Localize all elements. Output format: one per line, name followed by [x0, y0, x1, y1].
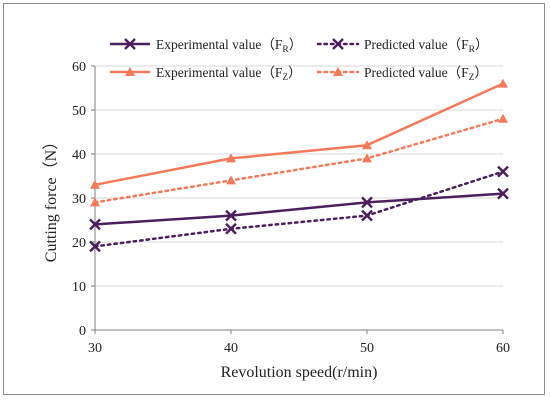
- series-line-3: [94, 82, 504, 187]
- legend-marker-1: [124, 38, 136, 50]
- series-4-point-60: [498, 113, 508, 123]
- y-tick-label-30: 30: [72, 192, 86, 207]
- y-axis-label: Cutting force（N）: [42, 134, 60, 262]
- y-tick-label-0: 0: [79, 324, 86, 339]
- legend-label-2: Predicted value（FR）: [364, 37, 488, 55]
- x-tick-label-30: 30: [88, 341, 102, 356]
- series-1-point-30: [89, 218, 101, 231]
- legend-item-3: Experimental value（FZ）: [110, 65, 302, 83]
- legend-label-3: Experimental value（FZ）: [156, 65, 302, 83]
- series-2-point-50: [361, 209, 373, 222]
- x-tick-label-60: 60: [496, 341, 510, 356]
- x-axis-label: Revolution speed(r/min): [221, 364, 378, 381]
- series-3-point-40: [226, 153, 236, 163]
- series-1-point-50: [361, 196, 373, 209]
- x-tick-label-40: 40: [224, 341, 238, 356]
- series-2-point-30: [89, 240, 101, 253]
- legend-item-4: Predicted value（FZ）: [316, 65, 488, 83]
- legend-marker-4: [333, 67, 343, 76]
- y-tick-label-20: 20: [72, 236, 86, 251]
- legend-item-1: Experimental value（FR）: [110, 37, 302, 55]
- legend-label-4: Predicted value（FZ）: [364, 65, 488, 83]
- y-tick-label-10: 10: [72, 280, 86, 295]
- legend-marker-2: [332, 38, 344, 50]
- series-3-point-60: [498, 78, 508, 88]
- series-1-point-40: [225, 209, 237, 222]
- series-3-point-50: [362, 140, 372, 150]
- series-4-point-30: [90, 197, 100, 207]
- series-2-point-60: [497, 165, 509, 178]
- y-tick-label-60: 60: [72, 60, 86, 75]
- series-4-point-50: [362, 153, 372, 163]
- series-line-4: [93, 117, 505, 204]
- y-tick-label-50: 50: [72, 104, 86, 119]
- series-2-point-40: [225, 222, 237, 235]
- legend-label-1: Experimental value（FR）: [156, 37, 302, 55]
- series-1-point-60: [497, 187, 509, 200]
- series-4-point-40: [226, 175, 236, 185]
- series-line-2: [93, 170, 505, 248]
- x-tick-label-50: 50: [360, 341, 374, 356]
- series-3-point-30: [90, 179, 100, 189]
- series-line-1: [94, 192, 504, 226]
- y-tick-label-40: 40: [72, 148, 86, 163]
- legend-item-2: Predicted value（FR）: [316, 37, 488, 55]
- legend-marker-3: [125, 67, 135, 76]
